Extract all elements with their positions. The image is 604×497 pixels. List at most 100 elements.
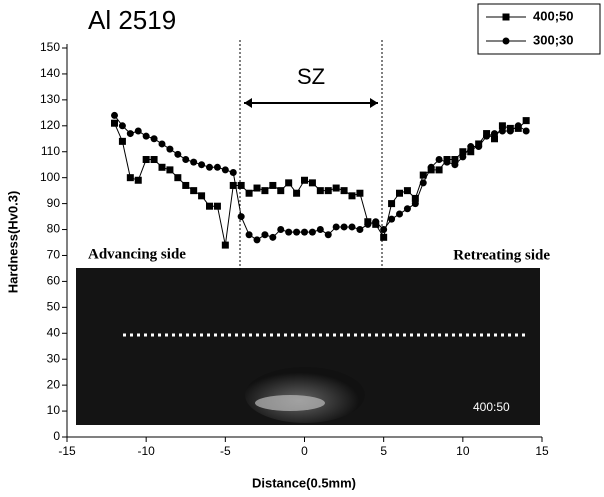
data-point xyxy=(261,187,269,195)
data-point xyxy=(174,150,182,158)
data-point xyxy=(253,236,261,244)
retreating-label: Retreating side xyxy=(453,247,550,263)
data-point xyxy=(126,174,134,182)
data-point xyxy=(467,148,475,156)
data-point xyxy=(285,179,293,187)
data-point xyxy=(134,176,142,184)
chart-title: Al 2519 xyxy=(88,5,176,35)
data-point xyxy=(237,181,245,189)
data-point xyxy=(380,233,388,241)
data-point xyxy=(237,213,245,221)
data-point xyxy=(221,166,229,174)
data-point xyxy=(316,187,324,195)
x-tick-label: 10 xyxy=(456,444,470,458)
data-point xyxy=(332,184,340,192)
data-point xyxy=(396,189,403,197)
y-tick-label: 150 xyxy=(40,40,60,54)
data-point xyxy=(308,228,316,236)
data-point xyxy=(134,127,142,135)
x-tick-label: -15 xyxy=(58,444,76,458)
data-point xyxy=(427,163,435,171)
data-point xyxy=(411,200,419,208)
data-point xyxy=(340,187,348,195)
data-point xyxy=(491,135,498,143)
x-axis-label: Distance(0.5mm) xyxy=(252,475,356,490)
x-tick-label: 0 xyxy=(301,444,308,458)
data-point xyxy=(111,111,118,119)
data-point xyxy=(182,181,190,189)
data-point xyxy=(388,200,396,208)
data-point xyxy=(483,132,491,140)
data-point xyxy=(118,122,126,130)
data-point xyxy=(324,231,332,239)
data-point xyxy=(514,122,522,130)
micrograph-zone xyxy=(245,367,365,423)
legend-label: 400;50 xyxy=(533,8,573,23)
data-point xyxy=(340,223,348,231)
y-tick-label: 20 xyxy=(47,377,61,391)
y-tick-label: 50 xyxy=(47,300,61,314)
data-point xyxy=(206,202,213,210)
data-point xyxy=(396,210,403,218)
data-point xyxy=(213,202,221,210)
y-tick-label: 140 xyxy=(40,66,60,80)
data-point xyxy=(166,166,174,174)
y-tick-label: 30 xyxy=(47,351,61,365)
data-point xyxy=(182,156,190,164)
data-point xyxy=(332,223,340,231)
data-point xyxy=(380,226,388,234)
data-point xyxy=(372,218,380,226)
data-point xyxy=(269,233,277,241)
data-point xyxy=(459,153,467,161)
data-point xyxy=(198,192,206,200)
y-tick-label: 110 xyxy=(41,144,60,158)
data-point xyxy=(301,176,308,184)
data-point xyxy=(411,194,419,202)
legend xyxy=(477,3,601,55)
data-point xyxy=(324,187,332,195)
data-point xyxy=(301,228,308,236)
y-tick-label: 60 xyxy=(47,274,61,288)
data-point xyxy=(198,161,206,169)
data-point xyxy=(229,168,237,176)
data-point xyxy=(285,228,293,236)
data-point xyxy=(150,156,158,164)
data-point xyxy=(522,117,530,125)
data-point xyxy=(245,231,253,239)
data-point xyxy=(403,187,411,195)
y-tick-label: 120 xyxy=(40,118,60,132)
y-tick-label: 70 xyxy=(47,248,61,262)
y-axis-label: Hardness(Hv0.3) xyxy=(5,191,20,294)
x-tick-label: 5 xyxy=(380,444,387,458)
x-tick-label: -10 xyxy=(137,444,155,458)
data-point xyxy=(142,132,150,140)
legend-label: 300;30 xyxy=(533,32,573,47)
data-point xyxy=(356,189,364,197)
data-point xyxy=(308,179,316,187)
data-point xyxy=(403,205,411,213)
y-tick-label: 10 xyxy=(47,403,61,417)
y-tick-label: 90 xyxy=(47,196,61,210)
data-point xyxy=(269,181,277,189)
y-tick-label: 100 xyxy=(40,170,60,184)
data-point xyxy=(316,226,324,234)
data-point xyxy=(158,140,166,148)
y-tick-label: 40 xyxy=(47,325,61,339)
zone-label: SZ xyxy=(297,64,325,89)
data-point xyxy=(142,156,150,164)
data-point xyxy=(213,163,221,171)
data-point xyxy=(206,163,213,171)
data-point xyxy=(451,161,459,169)
advancing-label: Advancing side xyxy=(88,246,186,262)
data-point xyxy=(348,192,356,200)
y-tick-label: 0 xyxy=(53,429,60,443)
data-point xyxy=(174,174,182,182)
data-point xyxy=(158,163,166,171)
legend-marker xyxy=(502,37,510,45)
data-point xyxy=(126,130,134,138)
data-point xyxy=(190,158,198,166)
data-point xyxy=(435,156,443,164)
data-point xyxy=(293,189,301,197)
y-tick-label: 130 xyxy=(40,92,60,106)
